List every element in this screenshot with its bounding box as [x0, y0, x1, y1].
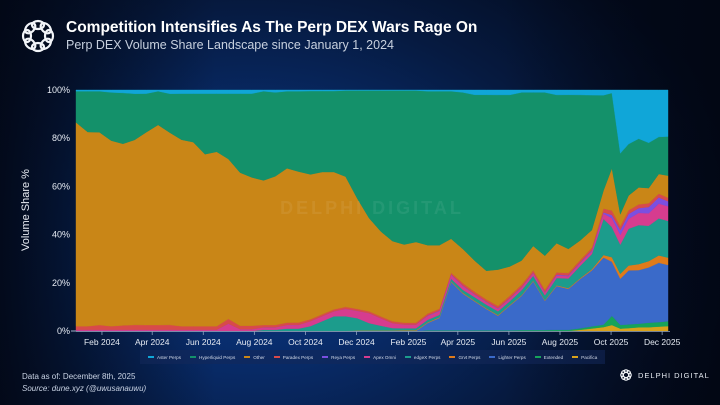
- y-tick-label: 20%: [52, 278, 70, 288]
- x-tick-label: Oct 2025: [594, 337, 629, 347]
- legend-swatch: [244, 356, 251, 358]
- legend-item-aster-perps[interactable]: Aster Perps: [148, 355, 181, 360]
- legend: Aster Perps Hyperliquid Perps Other Paradex…: [140, 350, 606, 364]
- legend-swatch: [148, 356, 154, 358]
- legend-swatch: [572, 356, 579, 358]
- legend-swatch: [364, 356, 371, 358]
- legend-label: Other: [253, 354, 265, 360]
- legend-item-hyperliquid-perps[interactable]: Hyperliquid Perps: [190, 355, 235, 360]
- delphi-knot-icon: [21, 19, 55, 53]
- legend-swatch: [534, 356, 541, 358]
- legend-swatch: [489, 356, 496, 358]
- brand-name: DELPHI DIGITAL: [638, 370, 710, 380]
- legend-label: Paradex Perps: [282, 354, 314, 360]
- legend-label: Aster Perps: [157, 354, 181, 360]
- legend-label: Pacifica: [581, 354, 598, 360]
- header: Competition Intensifies As The Perp DEX …: [18, 16, 477, 56]
- chart-title: Competition Intensifies As The Perp DEX …: [66, 19, 478, 36]
- legend-swatch: [190, 356, 196, 358]
- footer: Data as of: December 8th, 2025 Source: d…: [22, 371, 146, 395]
- legend-item-extended[interactable]: Extended: [534, 354, 564, 360]
- y-tick-label: 100%: [47, 85, 70, 95]
- legend-label: Hyperliquid Perps: [199, 354, 236, 360]
- delphi-knot-icon: [620, 369, 632, 381]
- y-tick-label: 40%: [52, 230, 70, 240]
- legend-item-pacifica[interactable]: Pacifica: [572, 355, 597, 360]
- x-tick-label: Feb 2025: [390, 337, 426, 347]
- legend-item-lighter-perps[interactable]: Lighter Perps: [489, 354, 526, 360]
- legend-label: Reya Perps: [331, 354, 356, 360]
- x-axis: Feb 2024 Apr 2024 Jun 2024 Aug 2024 Oct 2024…: [76, 331, 681, 347]
- y-tick-label: 0%: [57, 326, 70, 336]
- legend-swatch: [322, 356, 329, 358]
- legend-swatch: [273, 356, 280, 358]
- x-tick-label: Feb 2024: [84, 337, 120, 347]
- x-tick-label: Apr 2025: [441, 337, 476, 347]
- legend-item-apex-omni[interactable]: Apex Omni: [364, 355, 396, 360]
- legend-label: edgeX Perps: [413, 354, 441, 360]
- legend-item-edgex-perps[interactable]: edgeX Perps: [404, 354, 441, 360]
- x-tick-label: Aug 2025: [542, 337, 579, 347]
- legend-label: Extended: [543, 354, 564, 360]
- legend-label: Lighter Perps: [498, 354, 526, 360]
- legend-swatch: [404, 356, 411, 358]
- brand-logo: DELPHI DIGITAL: [619, 368, 710, 382]
- legend-item-paradex-perps[interactable]: Paradex Perps: [273, 354, 314, 360]
- legend-label: Apex Omni: [373, 354, 396, 360]
- y-axis: 0% 20% 40% 60% 80% 100%: [47, 85, 76, 336]
- legend-swatch: [449, 356, 456, 358]
- y-tick-label: 80%: [52, 133, 70, 143]
- legend-label: Grvt Perps: [458, 354, 481, 360]
- legend-item-reya-perps[interactable]: Reya Perps: [322, 355, 355, 360]
- x-tick-label: Aug 2024: [236, 337, 273, 347]
- watermark: DELPHI DIGITAL: [280, 198, 464, 218]
- x-tick-label: Apr 2024: [135, 337, 170, 347]
- area-aster-perps: [75, 89, 669, 154]
- x-tick-label: Dec 2024: [338, 337, 375, 347]
- chart-subtitle: Perp DEX Volume Share Landscape since Ja…: [66, 38, 394, 52]
- x-tick-label: Jun 2025: [491, 337, 526, 347]
- x-tick-label: Oct 2024: [288, 337, 323, 347]
- legend-item-grvt-perps[interactable]: Grvt Perps: [449, 355, 480, 360]
- x-tick-label: Dec 2025: [644, 337, 681, 347]
- legend-item-other[interactable]: Other: [244, 355, 265, 360]
- x-tick-label: Jun 2024: [186, 337, 221, 347]
- source-note: Source: dune.xyz (@uwusanauwu): [22, 384, 147, 393]
- y-tick-label: 60%: [52, 181, 70, 191]
- area-layers: [75, 89, 669, 332]
- data-date-note: Data as of: December 8th, 2025: [22, 372, 136, 381]
